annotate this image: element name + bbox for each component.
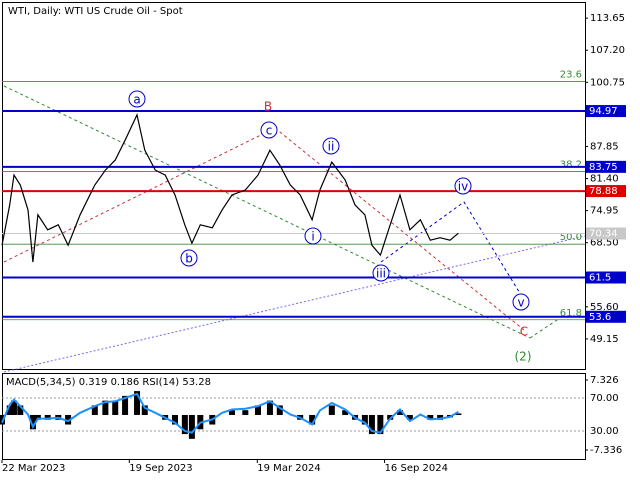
macd-bar (397, 410, 404, 415)
x-tick-label: 16 Sep 2024 (385, 463, 448, 474)
trend-line (3, 127, 276, 263)
wave-label: iv (458, 180, 468, 194)
y-tick-label: 100.75 (590, 77, 625, 88)
macd-bar (29, 414, 36, 430)
macd-bar (65, 414, 72, 425)
macd-bar (276, 405, 283, 415)
y-tick-label: 68.50 (590, 238, 619, 249)
y-tick-label: 113.65 (590, 13, 625, 24)
macd-bar (377, 414, 384, 435)
macd-bar (328, 405, 335, 415)
wave-circle (512, 293, 530, 311)
macd-bar (406, 414, 413, 420)
wave-circle (260, 121, 278, 139)
fibo-label: 61.8 (560, 308, 582, 319)
wave-label: ii (328, 140, 335, 154)
macd-bar (134, 391, 141, 415)
macd-bar (17, 405, 24, 415)
macd-bar (172, 414, 179, 425)
macd-bar (112, 400, 119, 415)
guide-lines (3, 85, 586, 373)
macd-bar (6, 405, 13, 415)
level-label-box (586, 227, 626, 240)
trend-line (3, 235, 586, 373)
wave-label: b (185, 252, 193, 266)
macd-bar (181, 414, 188, 435)
macd-bar (34, 414, 41, 420)
price-line (1, 113, 459, 263)
wave-label: a (133, 93, 140, 107)
macd-bar (44, 414, 51, 420)
y-tick-label: 81.40 (590, 174, 619, 185)
macd-bar (368, 414, 375, 435)
macd-bar (455, 413, 462, 415)
fibo-label: 23.6 (560, 70, 582, 81)
y-tick-label: 30.00 (590, 426, 619, 437)
y-tick-label: 107.20 (590, 45, 625, 56)
y-tick-label: 70.00 (590, 393, 619, 404)
y-tick-label: 49.15 (590, 334, 619, 345)
macd-bar (242, 410, 249, 415)
level-label: 70.34 (589, 229, 618, 240)
wave-circle (454, 177, 472, 195)
macd-bar (141, 405, 148, 415)
macd-bar (427, 414, 434, 420)
level-label: 83.75 (589, 162, 618, 173)
wave-label: c (266, 124, 273, 138)
wave-label: v (517, 296, 524, 310)
level-label-box (586, 160, 626, 173)
macd-bar (228, 410, 235, 415)
wave-label: iii (376, 267, 386, 281)
level-label-box (586, 185, 626, 198)
y-tick-label: 55.60 (590, 302, 619, 313)
level-label-box (586, 310, 626, 323)
y-tick-label: 74.95 (590, 206, 619, 217)
trend-line (3, 85, 531, 339)
wave-label: i (311, 230, 314, 244)
x-tick-label: 19 Sep 2023 (129, 463, 192, 474)
y-tick-label: 87.85 (590, 141, 619, 152)
level-label-box (586, 271, 626, 284)
level-label: 53.6 (589, 312, 611, 323)
macd-bar (437, 414, 444, 420)
macd-bar (91, 405, 98, 415)
macd-bar (188, 414, 195, 439)
level-label-box (586, 105, 626, 118)
macd-bar (122, 395, 129, 415)
wave-line (529, 317, 561, 339)
wave-line (380, 201, 522, 296)
level-label: 61.5 (589, 273, 611, 284)
level-label: 78.88 (589, 186, 618, 197)
wave-circle (180, 249, 198, 267)
wave-label: (2) (515, 350, 532, 364)
wave-label: B (264, 100, 272, 114)
level-label: 94.97 (589, 106, 618, 117)
fibo-label: 38.2 (560, 160, 582, 171)
wave-circle (304, 227, 322, 245)
rsi-line (1, 392, 459, 434)
fibo-label: 50.0 (560, 232, 582, 243)
indicator-label: MACD(5,34,5) 0.319 0.186 RSI(14) 53.28 (6, 377, 211, 388)
macd-bar (102, 400, 109, 415)
chart-title: WTI, Daily: WTI US Crude Oil - Spot (8, 6, 183, 17)
x-tick-label: 19 Mar 2024 (257, 463, 320, 474)
wave-circle (322, 137, 340, 155)
y-tick-label: 7.326 (590, 375, 619, 386)
x-tick-label: 22 Mar 2023 (2, 463, 65, 474)
macd-bar (361, 414, 368, 425)
macd-bar (342, 410, 349, 415)
wave-label: C (520, 325, 528, 339)
wave-circle (128, 90, 146, 108)
wave-circle (372, 264, 390, 282)
macd-bar (254, 405, 261, 415)
macd-bar (309, 414, 316, 425)
y-tick-label: -7.336 (590, 445, 622, 456)
main-panel-frame (2, 2, 586, 370)
macd-bar (266, 400, 273, 415)
macd-bar (10, 400, 17, 415)
